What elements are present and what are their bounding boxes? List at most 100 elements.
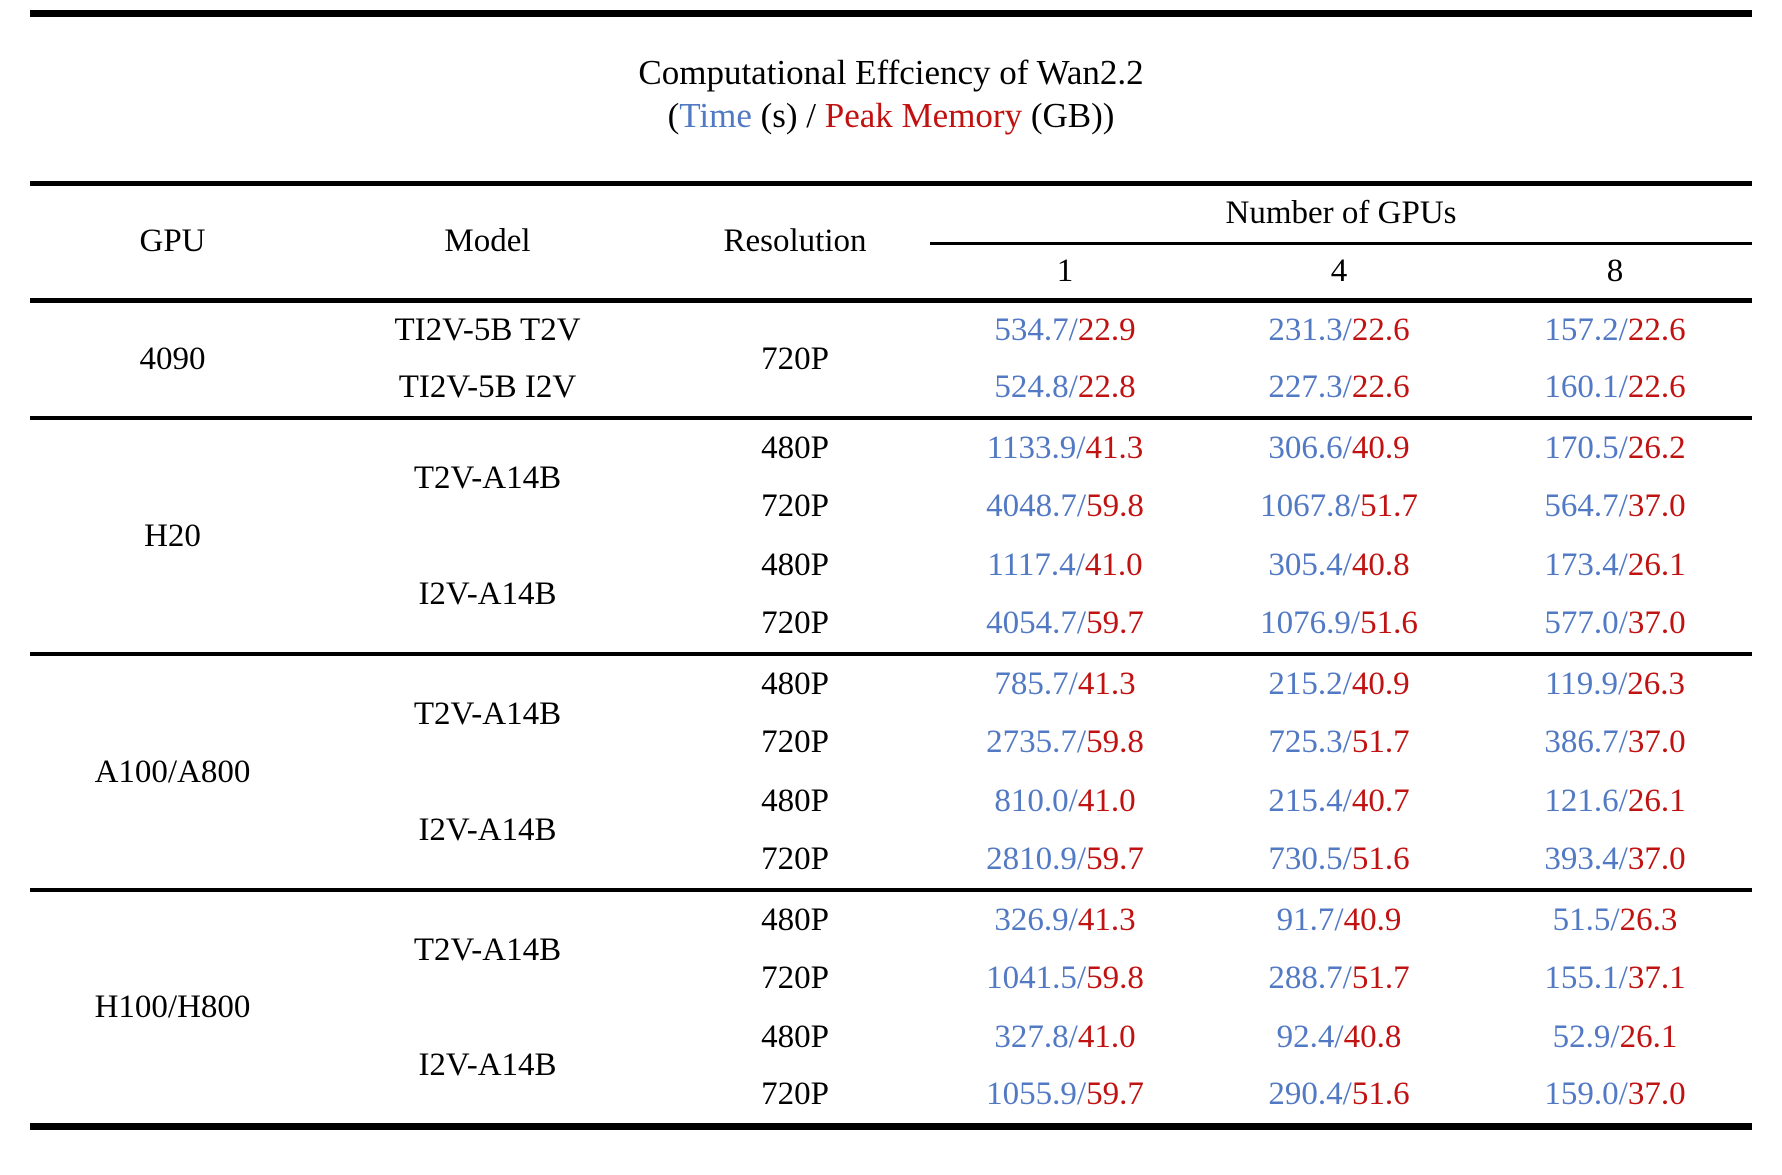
slash: /: [1068, 1019, 1078, 1055]
memory-value: 40.8: [1343, 1019, 1402, 1055]
time-value: 119.9: [1545, 666, 1619, 702]
slash: /: [1618, 783, 1628, 819]
value-cell: 288.7/51.7: [1200, 949, 1478, 1008]
value-cell: 173.4/26.1: [1478, 536, 1752, 595]
table-sheet: Computational Effciency of Wan2.2 (Time …: [30, 10, 1753, 1130]
slash: /: [1350, 605, 1361, 641]
memory-value: 22.6: [1627, 312, 1686, 349]
value-cell: 2810.9/59.7: [930, 831, 1200, 890]
value-cell: 1117.4/41.0: [930, 536, 1200, 595]
slash: /: [1068, 369, 1078, 405]
time-value: 51.5: [1552, 902, 1611, 938]
memory-value: 37.0: [1627, 724, 1686, 760]
time-value: 227.3: [1268, 369, 1343, 405]
time-value: 290.4: [1268, 1076, 1343, 1113]
slash: /: [1342, 960, 1352, 996]
resolution-cell: 720P: [761, 488, 829, 524]
column-group-number-of-gpus: Number of GPUs: [930, 186, 1753, 245]
gpu-cell: H100/H800: [30, 888, 315, 1126]
memory-value: 22.6: [1351, 369, 1410, 405]
time-value: 121.6: [1544, 783, 1619, 819]
model-cell: I2V-A14B: [418, 575, 557, 612]
value-cell: 159.0/37.0: [1478, 1067, 1752, 1126]
memory-value: 26.3: [1619, 902, 1678, 938]
slash: /: [1618, 666, 1628, 702]
time-value: 785.7: [994, 666, 1069, 702]
column-header-gpu: GPU: [139, 223, 206, 260]
table-row: TI2V-5B I2V 524.8/22.8 227.3/22.6 160.1/…: [30, 359, 1752, 418]
memory-value: 51.6: [1351, 1076, 1410, 1113]
resolution-cell: 720P: [761, 960, 829, 996]
slash: /: [1618, 960, 1628, 996]
memory-value: 59.8: [1086, 488, 1144, 524]
memory-value: 40.9: [1351, 430, 1410, 466]
memory-value: 26.1: [1619, 1019, 1678, 1055]
value-cell: 1067.8/51.7: [1200, 477, 1478, 536]
value-cell: 170.5/26.2: [1478, 416, 1753, 477]
time-value: 730.5: [1268, 841, 1343, 877]
time-value: 326.9: [994, 902, 1069, 938]
memory-value: 37.0: [1627, 605, 1686, 641]
slash: /: [1610, 1019, 1620, 1055]
table-row: I2V-A14B 480P 327.8/41.0 92.4/40.8 52.9/…: [30, 1008, 1752, 1083]
section-4090: 4090 TI2V-5B T2V 720P 534.7/22.9 231.3/2…: [30, 297, 1753, 418]
slash: /: [1076, 724, 1087, 760]
time-value: 155.1: [1544, 960, 1619, 996]
slash: /: [1076, 605, 1087, 641]
memory-value: 22.6: [1627, 369, 1686, 405]
time-value: 1133.9: [986, 430, 1077, 466]
resolution-cell: 720P: [660, 297, 930, 418]
value-cell: 119.9/26.3: [1478, 652, 1753, 713]
memory-value: 51.6: [1351, 841, 1410, 877]
time-value: 157.2: [1544, 312, 1619, 349]
time-value: 173.4: [1544, 547, 1619, 583]
value-cell: 215.4/40.7: [1200, 772, 1478, 831]
resolution-cell: 720P: [761, 841, 829, 877]
slash: /: [1350, 488, 1361, 524]
value-cell: 2735.7/59.8: [930, 713, 1200, 772]
slash: /: [1618, 724, 1628, 760]
memory-value: 22.6: [1351, 312, 1410, 349]
table-row: 720P 1055.9/59.7 290.4/51.6 159.0/37.0: [30, 1067, 1752, 1126]
memory-value: 22.9: [1077, 312, 1136, 349]
slash: /: [1342, 841, 1352, 877]
gpu-cell: H20: [30, 416, 315, 654]
memory-value: 51.7: [1360, 488, 1418, 524]
time-value: 306.6: [1268, 430, 1343, 466]
column-header-4-gpus: 4: [1330, 252, 1348, 289]
slash: /: [1076, 430, 1086, 466]
time-value: 92.4: [1276, 1019, 1335, 1055]
slash: /: [1342, 666, 1352, 702]
model-cell: T2V-A14B: [315, 888, 660, 1008]
time-value: 160.1: [1544, 369, 1619, 405]
time-value: 231.3: [1268, 312, 1343, 349]
memory-value: 51.7: [1351, 724, 1410, 760]
table-caption: Computational Effciency of Wan2.2 (Time …: [30, 17, 1752, 186]
memory-value: 59.7: [1086, 1076, 1144, 1113]
slash: /: [1076, 841, 1087, 877]
time-value: 534.7: [994, 312, 1069, 349]
resolution-cell: 480P: [660, 416, 930, 477]
memory-value: 26.3: [1627, 666, 1685, 702]
value-cell: 4054.7/59.7: [930, 595, 1200, 654]
memory-value: 26.1: [1627, 547, 1686, 583]
resolution-cell: 480P: [660, 888, 930, 949]
value-cell: 1076.9/51.6: [1200, 595, 1478, 654]
subtitle-open-paren: (: [667, 96, 680, 135]
slash: /: [1334, 902, 1344, 938]
time-value: 2810.9: [986, 841, 1077, 877]
value-cell: 290.4/51.6: [1200, 1067, 1478, 1126]
gpu-cell: A100/A800: [30, 652, 315, 890]
table-row: A100/A800 T2V-A14B 480P 785.7/41.3 215.2…: [30, 652, 1753, 890]
value-cell: 155.1/37.1: [1478, 949, 1752, 1008]
value-cell: 52.9/26.1: [1478, 1008, 1752, 1067]
value-cell: 1133.9/41.3: [930, 416, 1200, 477]
value-cell: 91.7/40.9: [1200, 888, 1478, 949]
slash: /: [1068, 902, 1078, 938]
subtitle-time-label: Time: [679, 96, 752, 135]
time-value: 52.9: [1552, 1019, 1611, 1055]
table-row: 720P 4054.7/59.7 1076.9/51.6 577.0/37.0: [30, 595, 1752, 654]
slash: /: [1342, 783, 1352, 819]
time-value: 810.0: [994, 783, 1069, 819]
slash: /: [1618, 1076, 1628, 1113]
